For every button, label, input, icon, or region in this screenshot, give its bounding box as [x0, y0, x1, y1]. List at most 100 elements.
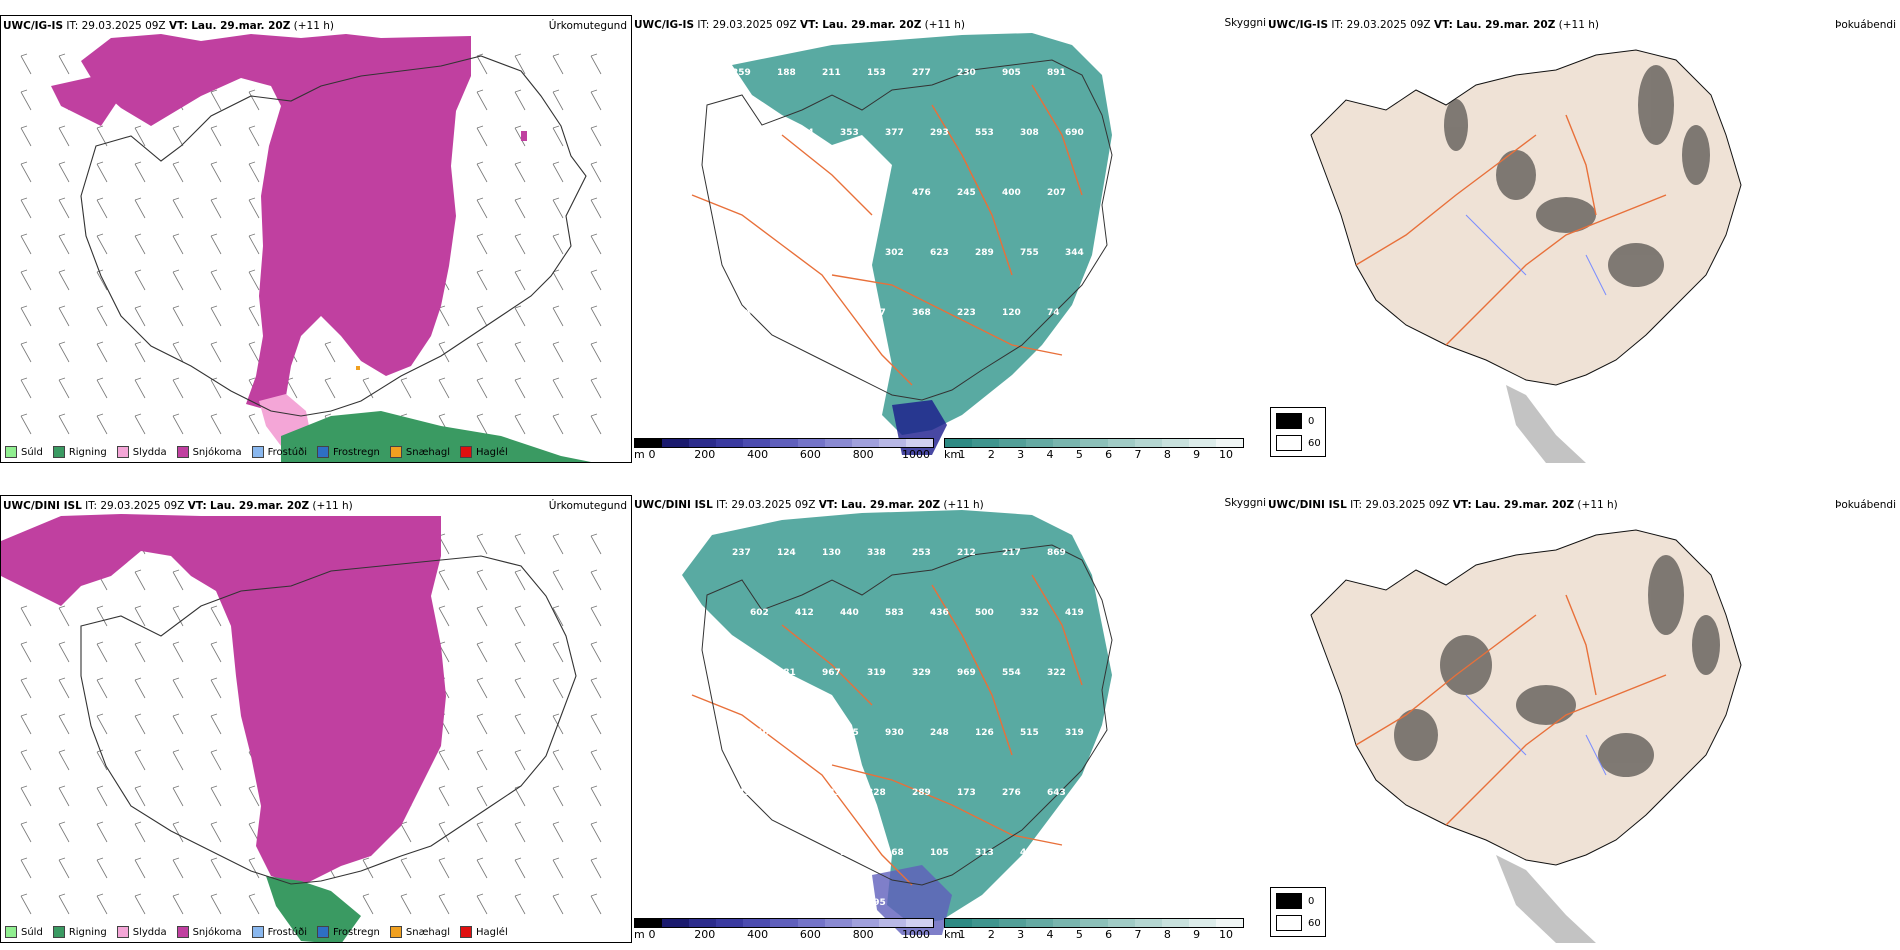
- scale-bin: [635, 919, 663, 927]
- wind-barb: [210, 893, 222, 915]
- wind-barb: [590, 605, 602, 627]
- scale-m: m 0 200 400 600 800 1000: [634, 438, 934, 462]
- scale-tick: 400: [747, 448, 769, 461]
- wind-barb: [20, 341, 32, 363]
- scale-ticks: km 1 2 3 4 5 6 7 8 9 10: [944, 448, 1244, 462]
- scale-bin: [1107, 919, 1135, 927]
- wind-barb: [514, 749, 526, 771]
- scale-tick: 8: [1163, 928, 1171, 941]
- wind-barb: [590, 269, 602, 291]
- vt-value: Lau. 29.mar. 20Z: [822, 19, 922, 31]
- scale-colorbar: [944, 438, 1244, 448]
- wind-barb: [134, 821, 146, 843]
- fog-legend-row: 60: [1276, 915, 1321, 931]
- wind-barb: [590, 89, 602, 111]
- height-label: 308: [1020, 128, 1039, 138]
- wind-barb: [172, 857, 184, 879]
- panel-title: Skyggni: [1224, 497, 1267, 509]
- height-label: 436: [930, 608, 949, 618]
- wind-barb: [58, 53, 70, 75]
- wind-barb: [476, 377, 488, 399]
- wind-barb: [20, 749, 32, 771]
- scale-bin: [689, 439, 717, 447]
- wind-barb: [476, 53, 488, 75]
- scale-tick: 6: [1105, 928, 1113, 941]
- offshore-fog: [1506, 385, 1586, 463]
- wind-barb: [552, 533, 564, 555]
- wind-barb: [96, 233, 108, 255]
- height-label: 681: [777, 668, 796, 678]
- it-label: IT:: [66, 20, 79, 32]
- wind-barb: [96, 269, 108, 291]
- wind-barb: [248, 197, 260, 219]
- wind-barb: [172, 269, 184, 291]
- scale-tick: 4: [1046, 448, 1054, 461]
- wind-barb: [248, 341, 260, 363]
- panel-title: Skyggni: [1224, 17, 1267, 29]
- wind-barb: [514, 125, 526, 147]
- scale-tick: 400: [747, 928, 769, 941]
- fog-map: [1310, 49, 1742, 463]
- wind-barb: [476, 605, 488, 627]
- scale-colorbar: [944, 918, 1244, 928]
- scale-bin: [824, 439, 852, 447]
- wind-barb: [58, 749, 70, 771]
- wind-barb: [248, 125, 260, 147]
- scale-bin: [1080, 919, 1108, 927]
- wind-barb: [476, 893, 488, 915]
- wind-barb: [590, 569, 602, 591]
- wind-barb: [590, 641, 602, 663]
- height-label: 844: [822, 188, 841, 198]
- legend-label: Súld: [21, 926, 43, 938]
- it-value: 29.03.2025 09Z: [81, 20, 166, 32]
- wind-barb: [58, 197, 70, 219]
- wind-barb: [58, 641, 70, 663]
- height-label: 207: [1047, 188, 1066, 198]
- wind-barb: [514, 713, 526, 735]
- wind-barb: [476, 785, 488, 807]
- wind-barb: [134, 161, 146, 183]
- wind-barb: [248, 893, 260, 915]
- scale-bin: [1026, 439, 1054, 447]
- wind-barb: [20, 197, 32, 219]
- wind-barb: [172, 785, 184, 807]
- scale-tick: 2: [987, 448, 995, 461]
- height-label: 134: [777, 898, 796, 908]
- wind-barb: [134, 377, 146, 399]
- wind-barb: [172, 569, 184, 591]
- wind-barb: [552, 53, 564, 75]
- scale-tick: 7: [1134, 448, 1142, 461]
- wind-barb: [172, 893, 184, 915]
- height-label: 110: [732, 898, 751, 908]
- wind-barb: [438, 749, 450, 771]
- height-label: 120: [1002, 308, 1021, 318]
- wind-barb: [96, 893, 108, 915]
- it-value: 29.03.2025 09Z: [1365, 499, 1450, 511]
- height-label: 126: [975, 728, 994, 738]
- height-label: 295: [867, 898, 886, 908]
- wind-barb: [20, 89, 32, 111]
- scale-bin: [905, 439, 934, 447]
- wind-barb: [134, 857, 146, 879]
- height-label: 905: [1002, 68, 1021, 78]
- teal-area: [732, 33, 1112, 435]
- legend-item: Súld: [5, 446, 43, 458]
- wind-barb: [438, 785, 450, 807]
- wind-barb: [58, 893, 70, 915]
- legend-label: Slydda: [132, 926, 167, 938]
- scale-tick: 200: [694, 928, 716, 941]
- wind-barb: [552, 821, 564, 843]
- lead-time: (+11 h): [943, 499, 984, 511]
- wind-barb: [438, 341, 450, 363]
- wind-barb: [590, 341, 602, 363]
- height-label: 799: [732, 188, 751, 198]
- vt-label: VT:: [168, 20, 188, 32]
- scale-tick: 5: [1075, 928, 1083, 941]
- scale-unit: km: [944, 928, 962, 941]
- legend-item: Snjókoma: [176, 926, 242, 938]
- height-label: 643: [1047, 788, 1066, 798]
- height-label: 419: [1065, 608, 1084, 618]
- height-label: 461: [1020, 848, 1039, 858]
- wind-barb: [96, 341, 108, 363]
- wind-barb: [248, 89, 260, 111]
